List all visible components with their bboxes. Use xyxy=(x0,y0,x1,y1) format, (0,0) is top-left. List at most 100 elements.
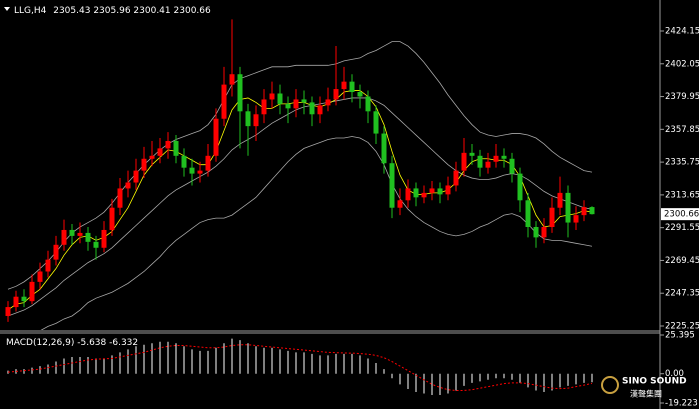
candle-body xyxy=(29,281,35,302)
candle-body xyxy=(37,271,43,282)
candle-body xyxy=(61,229,67,245)
chart-header: LLG,H4 2305.43 2305.96 2300.41 2300.66 xyxy=(14,6,211,16)
price-panel xyxy=(5,19,595,330)
candle-body xyxy=(389,163,395,208)
y-tick-label: 2291.55 xyxy=(665,223,699,233)
candle-body xyxy=(93,241,99,248)
candle-body xyxy=(5,307,11,316)
candle-body xyxy=(517,173,523,201)
candle-body xyxy=(181,155,187,168)
logo: SINO SOUND 漢聲集團 xyxy=(601,376,687,399)
candle-body xyxy=(381,133,387,164)
y-tick-label: 2269.45 xyxy=(665,256,699,266)
y-tick-label: 2335.75 xyxy=(665,158,699,168)
candle-body xyxy=(309,102,315,115)
candle-body xyxy=(229,74,235,85)
high: 2305.96 xyxy=(93,6,130,16)
candle-body xyxy=(589,207,595,215)
bollinger-band xyxy=(40,136,593,330)
y-tick-label: -19.223 xyxy=(665,399,698,409)
candle-body xyxy=(413,188,419,198)
candle-body xyxy=(149,155,155,159)
candle-body xyxy=(461,152,467,171)
candle-body xyxy=(365,96,371,112)
macd-title: MACD(12,26,9) xyxy=(6,338,74,348)
close: 2300.66 xyxy=(174,6,211,16)
logo-name: SINO SOUND xyxy=(622,377,687,387)
low: 2300.41 xyxy=(133,6,170,16)
candle-body xyxy=(253,114,259,127)
y-tick-label: 2357.85 xyxy=(665,125,699,135)
candle-body xyxy=(101,229,107,248)
candle-body xyxy=(325,99,331,106)
candle-body xyxy=(21,296,27,302)
candle-body xyxy=(541,226,547,238)
candle-body xyxy=(277,93,283,104)
candle-body xyxy=(293,99,299,109)
candle-body xyxy=(533,226,539,238)
candle-body xyxy=(117,188,123,208)
candle-body xyxy=(429,188,435,193)
candle-body xyxy=(525,200,531,227)
candle-body xyxy=(493,155,499,162)
candle-body xyxy=(437,188,443,195)
candle-body xyxy=(237,74,243,112)
logo-icon xyxy=(601,376,619,394)
candle-body xyxy=(453,170,459,186)
candle-body xyxy=(317,105,323,115)
logo-subtitle: 漢聲集團 xyxy=(630,389,662,399)
bollinger-band xyxy=(7,41,593,290)
y-tick-label: 2247.35 xyxy=(665,289,699,299)
candle-body xyxy=(205,155,211,171)
candle-body xyxy=(69,229,75,236)
candle-body xyxy=(549,207,555,227)
candle-body xyxy=(133,170,139,183)
candle-body xyxy=(573,215,579,223)
candle-body xyxy=(173,140,179,156)
candle-body xyxy=(13,296,19,308)
candle-body xyxy=(349,81,355,93)
candle-body xyxy=(45,259,51,272)
candle-body xyxy=(357,92,363,97)
candle-body xyxy=(221,84,227,119)
candle-body xyxy=(501,155,507,159)
candle-body xyxy=(341,81,347,90)
current-price-label: 2300.66 xyxy=(664,210,699,220)
candle-body xyxy=(333,89,339,100)
y-tick-label: 25.395 xyxy=(665,331,695,341)
candle-body xyxy=(189,167,195,174)
candle-body xyxy=(477,155,483,168)
candle-body xyxy=(245,111,251,127)
candle-body xyxy=(157,148,163,156)
y-tick-label: 2313.65 xyxy=(665,190,699,200)
candle-body xyxy=(53,244,59,260)
y-tick-label: 2402.05 xyxy=(665,59,699,69)
candle-body xyxy=(421,192,427,198)
y-tick-label: 0.00 xyxy=(665,369,684,379)
menu-triangle xyxy=(4,7,10,11)
current-price-box xyxy=(661,208,699,221)
candle-body xyxy=(261,99,267,115)
candle-body xyxy=(141,158,147,171)
candle-body xyxy=(301,99,307,103)
macd-panel xyxy=(7,338,593,396)
open: 2305.43 xyxy=(53,6,90,16)
candle-body xyxy=(581,207,587,216)
candle-body xyxy=(109,207,115,230)
y-tick-label: 2424.15 xyxy=(665,26,699,36)
bollinger-band xyxy=(7,97,593,317)
candle-body xyxy=(445,185,451,195)
candle-body xyxy=(565,192,571,223)
candle-body xyxy=(485,161,491,168)
symbol: LLG,H4 xyxy=(14,6,47,16)
y-tick-label: 2379.95 xyxy=(665,92,699,102)
candle-body xyxy=(165,140,171,149)
candle-body xyxy=(197,170,203,174)
candle-body xyxy=(213,118,219,156)
candle-body xyxy=(77,232,83,236)
macd-value: -5.638 xyxy=(77,338,106,348)
candle-body xyxy=(469,152,475,156)
